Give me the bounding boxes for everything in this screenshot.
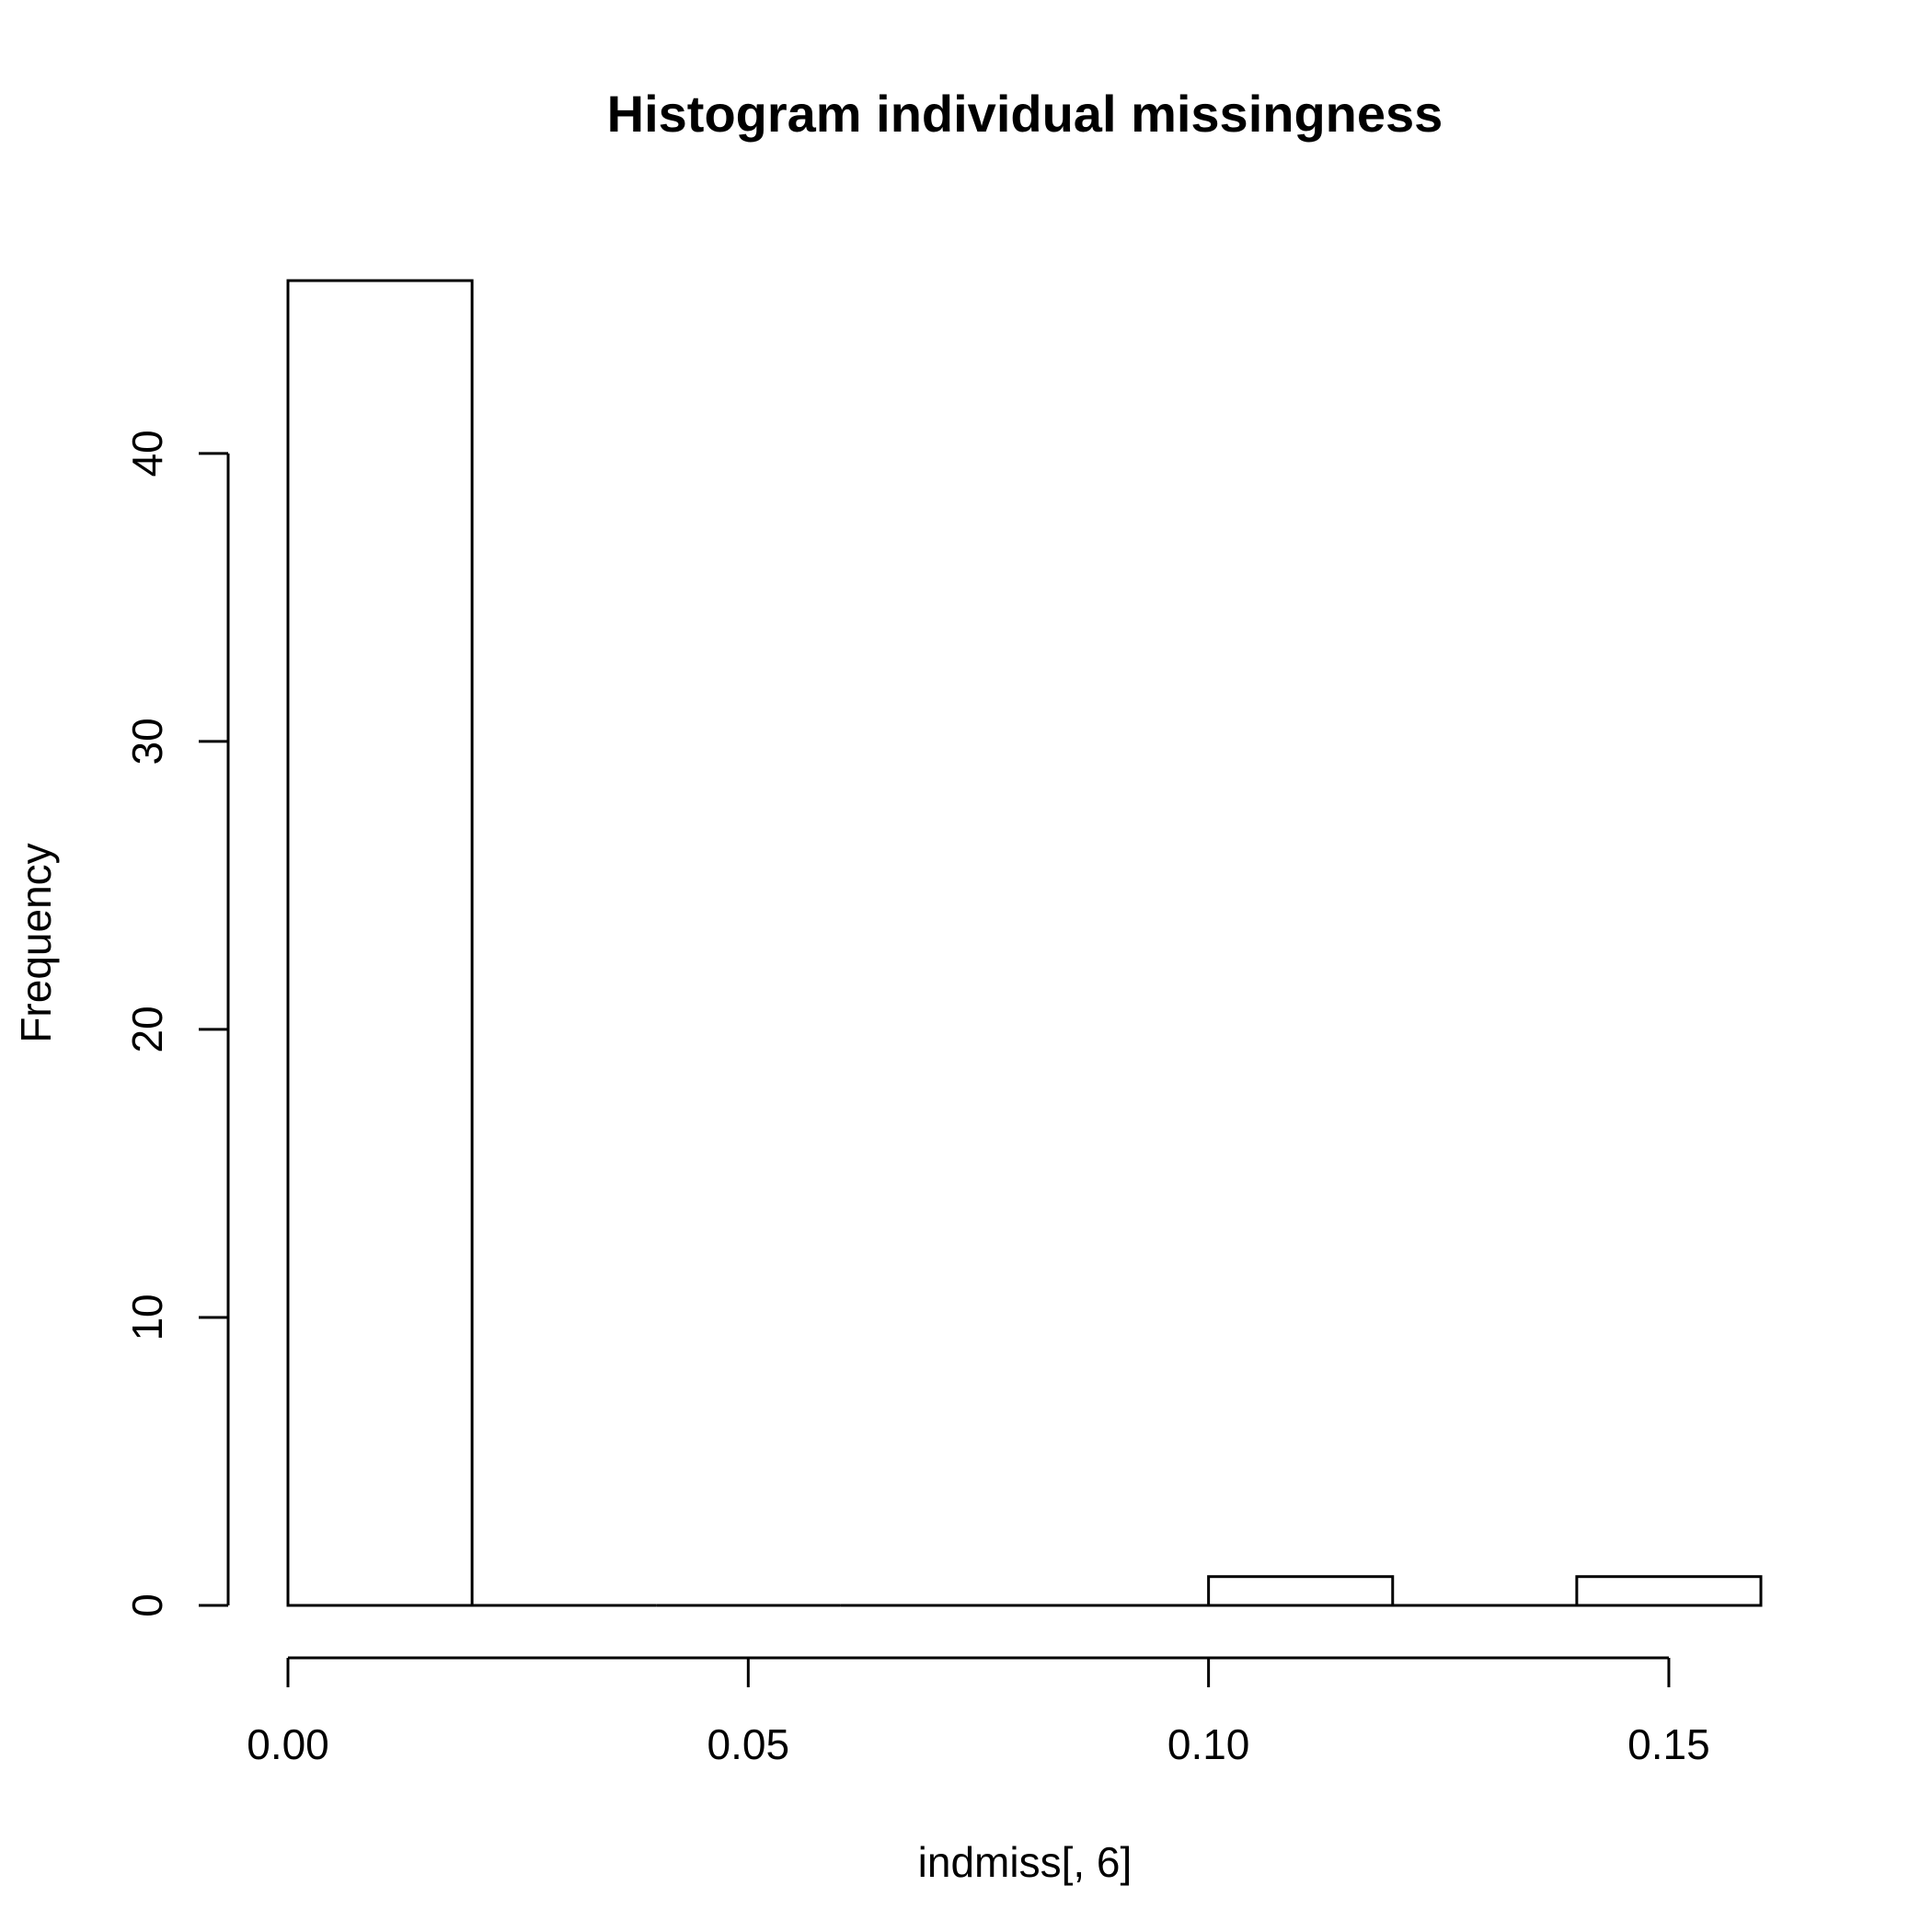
bars-group	[286, 279, 1763, 1607]
x-tick-label: 0.15	[1627, 1720, 1710, 1768]
x-tick-label: 0.05	[707, 1720, 790, 1768]
x-tick-label: 0.00	[247, 1720, 329, 1768]
x-axis-label: indmiss[, 6]	[918, 1838, 1133, 1886]
y-axis: 0 10 20 30 40	[123, 430, 230, 1617]
y-tick-label: 20	[123, 1006, 171, 1052]
histogram-bar	[1575, 1575, 1763, 1607]
histogram-bar	[1207, 1575, 1395, 1607]
y-tick-label: 40	[123, 430, 171, 477]
x-tick-label: 0.10	[1167, 1720, 1250, 1768]
y-tick-label: 30	[123, 718, 171, 765]
y-tick-label: 0	[123, 1593, 171, 1617]
y-tick-label: 10	[123, 1294, 171, 1340]
y-axis-label: Frequency	[12, 843, 60, 1042]
x-axis: 0.00 0.05 0.10 0.15	[247, 1656, 1710, 1768]
histogram-bar	[286, 279, 474, 1607]
chart-title: Histogram individual missingness	[607, 85, 1443, 143]
